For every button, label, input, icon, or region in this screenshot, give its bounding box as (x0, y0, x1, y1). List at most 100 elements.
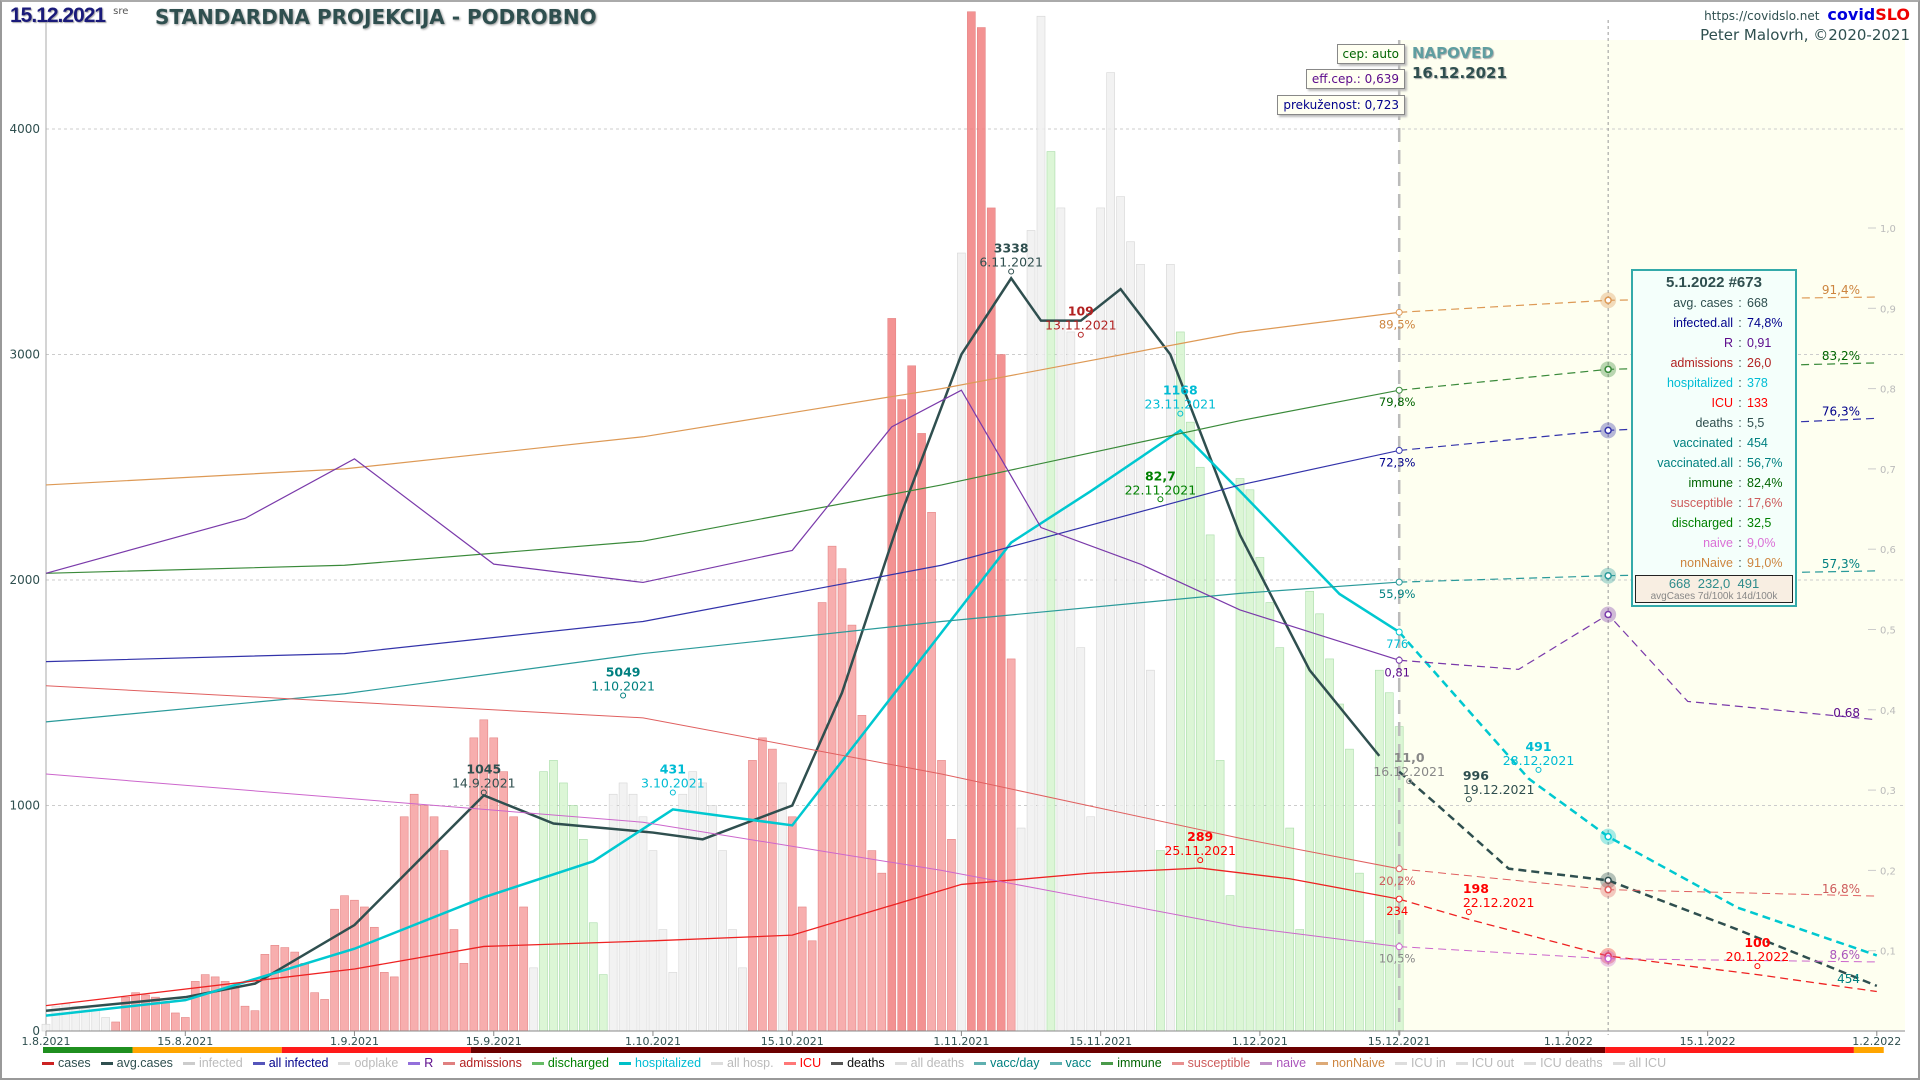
case-bar (1126, 241, 1135, 1032)
risk-band (1853, 1047, 1884, 1053)
annotation-point (1008, 268, 1015, 275)
risk-band (1605, 1047, 1854, 1053)
case-bar (389, 976, 399, 1032)
legend-item-hospitalized[interactable]: hospitalized (619, 1056, 701, 1070)
case-bar (409, 793, 419, 1032)
annotation-value: 1045 (466, 761, 501, 776)
case-bar (1026, 230, 1036, 1032)
legend-item-all-infected[interactable]: all infected (252, 1056, 328, 1070)
case-bar (1016, 827, 1026, 1032)
legend-item-all-deaths[interactable]: all deaths (894, 1056, 965, 1070)
tooltip-key: R (1723, 336, 1733, 350)
case-bar (250, 1010, 260, 1032)
case-bar (1066, 331, 1076, 1032)
legend-item-cases[interactable]: cases (42, 1056, 91, 1070)
series-line-infected-all (45, 449, 1400, 663)
case-bar (738, 967, 747, 1032)
annotation-date: 20.1.2022 (1726, 949, 1790, 964)
legend-item-vacc-day[interactable]: vacc/day (974, 1056, 1040, 1070)
tooltip-value: 56,7% (1747, 456, 1783, 470)
case-bar (1176, 331, 1185, 1032)
annotation-date: 13.11.2021 (1045, 318, 1117, 333)
case-bar (230, 987, 240, 1032)
legend-label: vacc (1065, 1056, 1092, 1070)
case-bar (1305, 590, 1314, 1032)
annotation-point (620, 692, 627, 699)
legend-item-all-hosp-[interactable]: all hosp. (711, 1056, 774, 1070)
tooltip-key: ICU (1711, 396, 1733, 410)
x-tick-label: 15.9.2021 (466, 1035, 522, 1048)
case-bar (1006, 658, 1016, 1032)
tooltip-footer: 668 232,0 491 avgCases 7d/100k 14d/100k (1635, 575, 1793, 603)
case-bar (260, 954, 270, 1032)
legend-label: all deaths (910, 1056, 965, 1070)
case-bar (947, 839, 956, 1032)
case-bar (350, 899, 359, 1032)
site-url[interactable]: https://covidslo.net (1704, 9, 1820, 23)
chart-legend: cases avg.cases infected all infected odplak… (42, 1056, 1912, 1070)
series-line-r (45, 389, 1400, 661)
annotation-date: 22.12.2021 (1463, 895, 1535, 910)
legend-item-icu-out[interactable]: ICU out (1455, 1056, 1514, 1070)
legend-item-odplake[interactable]: odplake (338, 1056, 398, 1070)
case-bar (379, 972, 389, 1032)
annotation-point (1465, 908, 1472, 915)
legend-item-infected[interactable]: infected (182, 1056, 243, 1070)
annotation-value: 11,0 (1394, 750, 1425, 765)
forecast-line-icu (1399, 898, 1877, 993)
legend-item-admissions[interactable]: admissions (443, 1056, 522, 1070)
case-bar (787, 816, 797, 1032)
case-bar (1235, 478, 1245, 1032)
legend-item-icu-in[interactable]: ICU in (1394, 1056, 1446, 1070)
tooltip-key: hospitalized (1666, 376, 1733, 390)
legend-item-all-icu[interactable]: all ICU (1612, 1056, 1666, 1070)
legend-item-icu-deaths[interactable]: ICU deaths (1524, 1056, 1603, 1070)
legend-item-icu[interactable]: ICU (783, 1056, 821, 1070)
case-bar (588, 922, 598, 1032)
tooltip-row: avg. cases:668 (1633, 293, 1795, 313)
tooltip-footer-values: 668 232,0 491 (1668, 576, 1760, 591)
tooltip-row: infected.all:74,8% (1633, 313, 1795, 333)
legend-swatch-icon (783, 1061, 796, 1065)
site-header-row: https://covidslo.net covidSLO (1704, 5, 1910, 24)
case-bar (559, 782, 568, 1032)
case-bar (967, 11, 976, 1032)
legend-label: vacc/day (990, 1056, 1040, 1070)
series-line-icu (45, 867, 1400, 1007)
tooltip-value: 32,5 (1747, 516, 1772, 530)
legend-label: infected (198, 1056, 243, 1070)
tooltip-key: infected.all (1673, 316, 1733, 330)
legend-item-naive[interactable]: naive (1260, 1056, 1306, 1070)
end-value-label: 57,3% (1822, 557, 1860, 571)
case-bar (718, 850, 727, 1032)
legend-item-r[interactable]: R (408, 1056, 433, 1070)
case-bar (300, 963, 310, 1032)
legend-item-deaths[interactable]: deaths (831, 1056, 885, 1070)
legend-item-susceptible[interactable]: susceptible (1171, 1056, 1250, 1070)
legend-item-discharged[interactable]: discharged (531, 1056, 609, 1070)
case-bar (668, 972, 678, 1032)
legend-item-vacc[interactable]: vacc (1049, 1056, 1092, 1070)
prekuzenost-param: prekuženost: 0,723 (1277, 95, 1405, 115)
legend-item-avg-cases[interactable]: avg.cases (100, 1056, 173, 1070)
case-bar (986, 207, 996, 1032)
case-bar (748, 760, 757, 1032)
case-bar (111, 1021, 120, 1032)
y-tick-label: 2000 (9, 573, 40, 587)
tooltip-row: vaccinated.all:56,7% (1633, 453, 1795, 473)
case-bar (768, 748, 777, 1032)
legend-item-nonnaive[interactable]: nonNaive (1316, 1056, 1385, 1070)
case-bar (817, 602, 827, 1032)
annotation-value: 1168 (1163, 383, 1198, 398)
x-tick-label: 15.12.2021 (1368, 1035, 1431, 1048)
case-bar (171, 1012, 180, 1032)
legend-item-immune[interactable]: immune (1101, 1056, 1162, 1070)
end-value-label: 454 (1837, 972, 1860, 986)
case-bar (728, 929, 737, 1032)
legend-swatch-icon (408, 1061, 421, 1065)
marker-point (1604, 832, 1612, 841)
tooltip-row: R:0,91 (1633, 333, 1795, 353)
annotation-point (1077, 331, 1084, 338)
tooltip-value: 82,4% (1747, 476, 1783, 490)
series-line-naive (45, 773, 1400, 948)
